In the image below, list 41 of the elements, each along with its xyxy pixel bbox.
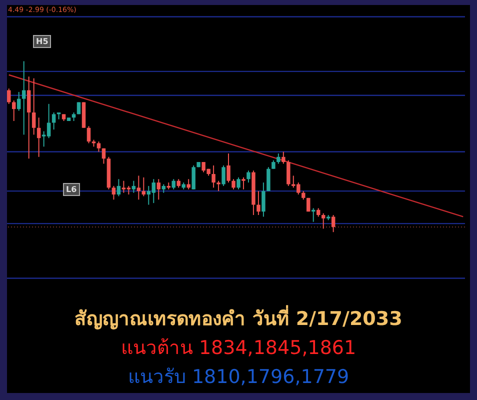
candlestick	[216, 180, 220, 192]
candlestick	[132, 180, 136, 194]
candlestick	[16, 91, 21, 112]
candlestick	[86, 126, 91, 144]
candlestick	[32, 78, 36, 136]
candlestick	[266, 166, 270, 192]
candlestick	[262, 182, 266, 218]
candlestick	[186, 178, 190, 190]
candlestick	[192, 164, 196, 190]
candlestick	[256, 190, 260, 216]
candlestick	[242, 176, 246, 190]
text: สัญญาณเทรดทองคำ วันที่ 2/17/2033	[74, 304, 404, 332]
annotation: L6	[63, 183, 80, 196]
candlestick	[321, 212, 326, 230]
text: แนวต้าน 1834,1845,1861	[120, 336, 358, 361]
candlestick	[142, 176, 146, 197]
candlestick	[26, 76, 31, 160]
candlestick	[276, 152, 280, 164]
candlestick	[102, 148, 106, 164]
candlestick	[282, 151, 286, 164]
candlestick	[36, 117, 41, 158]
candlestick	[226, 152, 230, 184]
candlestick	[172, 178, 176, 190]
candlestick	[331, 214, 336, 233]
candlestick	[52, 112, 56, 130]
candlestick	[136, 175, 141, 200]
candlestick	[212, 164, 216, 188]
candlestick	[236, 176, 240, 190]
candlestick	[116, 178, 121, 197]
candlestick	[22, 60, 26, 136]
candlestick	[246, 170, 250, 184]
candlestick	[112, 185, 116, 200]
text: แนวรับ 1810,1796,1779	[126, 365, 350, 390]
candlestick	[96, 141, 101, 152]
candlestick	[156, 178, 160, 200]
candlestick	[12, 100, 16, 122]
candlestick	[232, 178, 236, 190]
candlestick	[7, 88, 11, 104]
text: H5	[33, 35, 52, 48]
candlestick	[286, 160, 290, 186]
candlestick	[222, 164, 226, 186]
